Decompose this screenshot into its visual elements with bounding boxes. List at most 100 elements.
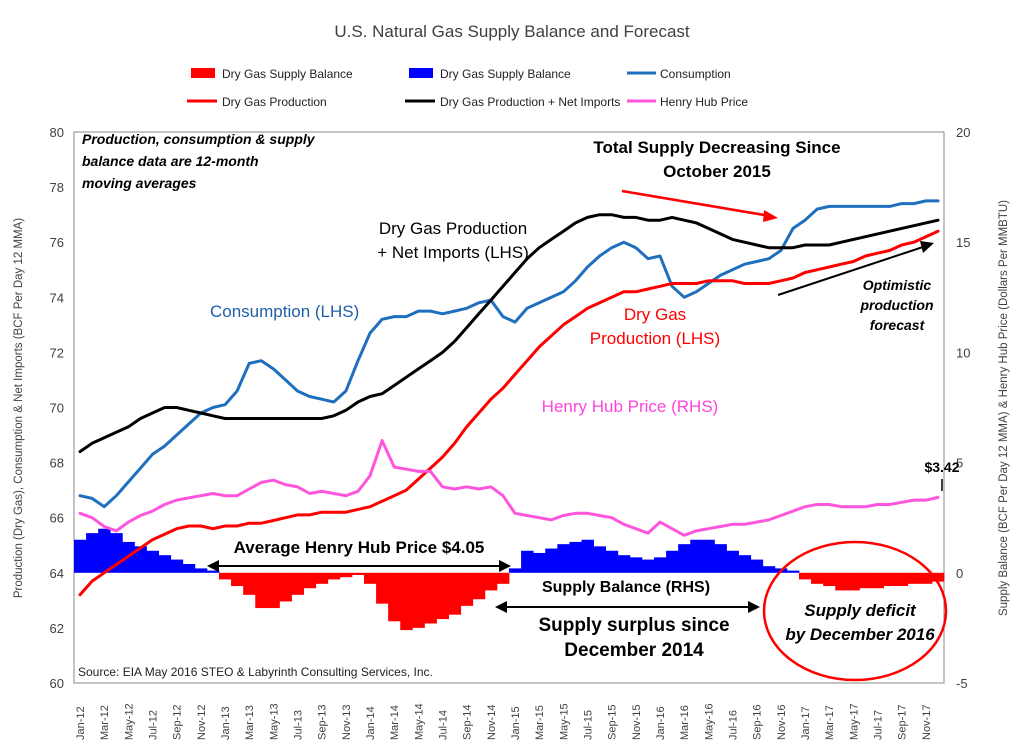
y-tick-left: 72 xyxy=(50,345,64,360)
note-line-3: moving averages xyxy=(82,175,197,191)
supply-balance-bar xyxy=(545,548,558,573)
total-supply-arrowhead xyxy=(763,210,778,222)
x-tick-label: Sep-15 xyxy=(607,705,619,740)
y-tick-right: 20 xyxy=(956,125,970,140)
surplus-line-1: Supply surplus since xyxy=(538,615,729,636)
supply-balance-bar xyxy=(158,555,172,573)
note-line-1: Production, consumption & supply xyxy=(82,131,316,147)
henry-hub-label: Henry Hub Price (RHS) xyxy=(542,397,719,416)
last-price-label: $3.42 xyxy=(924,459,959,475)
x-tick-label: Jul-15 xyxy=(583,710,595,740)
x-tick-label: Jan-13 xyxy=(220,706,232,740)
avg-price-label: Average Henry Hub Price $4.05 xyxy=(234,538,485,557)
supply-balance-bar xyxy=(351,572,365,576)
x-tick-label: Jul-17 xyxy=(873,710,885,740)
supply-balance-bar xyxy=(219,572,232,580)
series-line-dry-gas-production xyxy=(78,229,940,597)
supply-balance-bar xyxy=(339,572,353,578)
supply-balance-bar xyxy=(460,572,474,606)
y-tick-left: 64 xyxy=(50,566,64,581)
plot-area xyxy=(73,131,945,684)
y-tick-left: 80 xyxy=(50,125,64,140)
legend-label: Consumption xyxy=(660,67,731,81)
x-tick-label: Sep-13 xyxy=(317,705,329,740)
y-tick-left: 78 xyxy=(50,180,64,195)
x-tick-label: Jan-17 xyxy=(800,706,812,740)
supply-balance-bar xyxy=(714,544,727,573)
x-tick-label: Sep-12 xyxy=(172,705,184,740)
supply-balance-bar xyxy=(182,563,196,573)
total-supply-arrow xyxy=(621,189,771,218)
legend-label: Dry Gas Production + Net Imports xyxy=(440,95,620,109)
x-tick-label: Nov-12 xyxy=(196,705,208,740)
x-tick-label: Jul-14 xyxy=(438,710,450,740)
avg-price-arrowhead-left xyxy=(207,560,219,572)
x-tick-label: May-17 xyxy=(848,703,860,740)
x-axis: Jan-12 Mar-12 May-12 Jul-12 Sep-12 Nov-12 Jan-… xyxy=(75,703,933,740)
x-tick-label: Mar-15 xyxy=(534,705,546,740)
series-lines xyxy=(78,199,940,597)
supply-balance-bar xyxy=(823,572,836,587)
supply-balance-bar xyxy=(702,539,715,573)
supply-balance-bar xyxy=(86,533,99,573)
supply-balance-bar xyxy=(799,572,812,580)
dry-gas-net-label-2: + Net Imports (LHS) xyxy=(377,243,529,262)
supply-balance-bar xyxy=(654,557,667,573)
y-tick-right: 10 xyxy=(956,345,970,360)
y-tick-left: 70 xyxy=(50,401,64,416)
supply-balance-bar xyxy=(134,546,147,573)
optimistic-line-2: production xyxy=(859,297,933,313)
supply-balance-bar xyxy=(593,546,607,573)
supply-balance-bar xyxy=(907,572,921,584)
dry-gas-net-label-1: Dry Gas Production xyxy=(379,219,527,238)
y-axis-left-title: Production (Dry Gas), Consumption & Net … xyxy=(13,218,25,598)
supply-balance-bar xyxy=(279,572,292,602)
supply-balance-bar xyxy=(255,572,268,609)
supply-balance-bar xyxy=(557,544,570,573)
x-tick-label: Mar-17 xyxy=(824,705,836,740)
x-tick-label: May-14 xyxy=(413,703,425,740)
supply-balance-bar xyxy=(847,572,860,591)
x-tick-label: Mar-14 xyxy=(389,705,401,740)
legend-label: Henry Hub Price xyxy=(660,95,748,109)
legend-swatch-blue-bar xyxy=(409,68,433,78)
supply-balance-bar xyxy=(243,572,256,595)
x-tick-label: Sep-14 xyxy=(462,705,474,740)
source-note: Source: EIA May 2016 STEO & Labyrinth Co… xyxy=(78,665,433,679)
supply-balance-label: Supply Balance (RHS) xyxy=(542,579,710,596)
annotations: Production, consumption & supply balance… xyxy=(78,131,960,682)
supply-balance-bar xyxy=(412,572,425,628)
series-line-consumption xyxy=(78,199,940,509)
supply-balance-bar xyxy=(750,559,764,573)
supply-balance-bar xyxy=(170,559,184,573)
supply-balance-bar xyxy=(231,572,244,587)
supply-balance-bar xyxy=(641,559,655,573)
supply-balance-bar xyxy=(617,555,631,573)
x-tick-label: Jan-16 xyxy=(655,706,667,740)
supply-balance-bar xyxy=(364,572,377,584)
surplus-arrowhead-left xyxy=(495,601,507,613)
supply-balance-bar xyxy=(581,539,594,573)
supply-balance-bar xyxy=(738,555,752,573)
x-tick-label: Jan-14 xyxy=(365,706,377,740)
y-tick-left: 66 xyxy=(50,511,64,526)
supply-balance-bar xyxy=(726,550,739,573)
deficit-line-1: Supply deficit xyxy=(804,601,917,620)
supply-balance-bar xyxy=(436,572,449,620)
supply-balance-bar xyxy=(496,572,510,584)
optimistic-arrowhead xyxy=(920,241,934,253)
y-tick-right: -5 xyxy=(956,676,968,691)
supply-balance-bar xyxy=(327,572,341,580)
x-tick-label: Nov-14 xyxy=(486,705,498,740)
x-tick-label: Jul-16 xyxy=(728,710,740,740)
note-line-2: balance data are 12-month xyxy=(82,153,259,169)
optimistic-arrow xyxy=(777,245,927,296)
y-tick-left: 68 xyxy=(50,456,64,471)
supply-balance-bar xyxy=(859,572,872,589)
supply-balance-bar xyxy=(835,572,848,591)
y-tick-left: 62 xyxy=(50,621,64,636)
total-supply-line-2: October 2015 xyxy=(663,162,771,181)
supply-balance-bar xyxy=(388,572,401,622)
y-tick-right: 0 xyxy=(956,566,963,581)
